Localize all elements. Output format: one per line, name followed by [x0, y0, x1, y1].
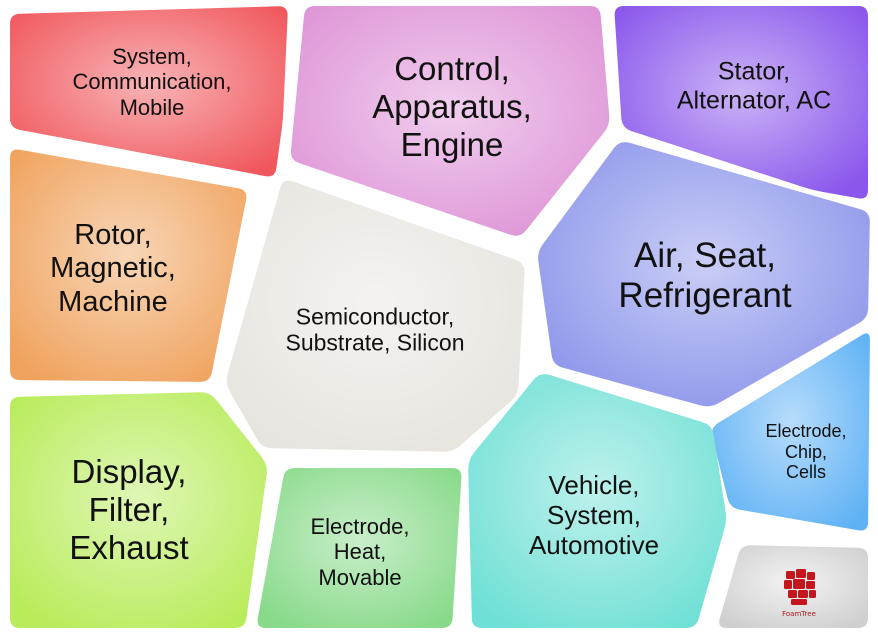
foamtree-logo-block [806, 581, 815, 589]
cell-label-line: Electrode, [310, 514, 409, 539]
foamtree-logo-block [798, 590, 808, 598]
cell-label-line: Air, Seat, [618, 236, 791, 276]
cell-label-semiconductor: Semiconductor,Substrate, Silicon [286, 304, 465, 357]
cell-label-line: Filter, [69, 491, 188, 529]
cell-label-control: Control,Apparatus,Engine [372, 50, 532, 164]
foamtree-logo-block [786, 571, 795, 579]
foamtree-logo-block [791, 599, 807, 605]
cell-label-line: Refrigerant [618, 276, 791, 316]
cell-label-line: Movable [310, 565, 409, 590]
cell-label-line: Stator, [677, 57, 831, 86]
foamtree-logo-text: FoamTree [782, 610, 816, 618]
cell-label-air: Air, Seat,Refrigerant [618, 236, 791, 317]
cell-label-line: Rotor, [50, 219, 176, 252]
cell-label-line: Exhaust [69, 529, 188, 567]
cell-label-line: Engine [372, 126, 532, 164]
cell-label-vehicle: Vehicle,System,Automotive [529, 471, 659, 561]
cell-label-line: Substrate, Silicon [286, 330, 465, 356]
cell-label-line: System, [529, 501, 659, 531]
foamtree-logo-block [784, 580, 792, 589]
cell-label-line: Automotive [529, 531, 659, 561]
cell-label-line: Apparatus, [372, 88, 532, 126]
cell-label-line: System, [73, 44, 232, 69]
foamtree-logo-block [788, 590, 797, 598]
cell-label-line: Communication, [73, 69, 232, 94]
foamtree-logo-block [807, 572, 815, 580]
cell-label-line: Control, [372, 50, 532, 88]
cell-label-line: Semiconductor, [286, 304, 465, 330]
cell-label-line: Electrode, [765, 421, 846, 442]
cell-label-line: Display, [69, 453, 188, 491]
cell-label-electrode-chip: Electrode,Chip,Cells [765, 421, 846, 483]
cell-label-electrode-heat: Electrode,Heat,Movable [310, 514, 409, 590]
cell-label-stator: Stator,Alternator, AC [677, 57, 831, 115]
foamtree-logo-block [796, 569, 806, 578]
cell-label-line: Chip, [765, 442, 846, 463]
cell-label-line: Vehicle, [529, 471, 659, 501]
cell-label-rotor: Rotor,Magnetic,Machine [50, 219, 176, 319]
cell-label-line: Alternator, AC [677, 86, 831, 115]
cell-label-display: Display,Filter,Exhaust [69, 453, 188, 567]
cell-label-line: Heat, [310, 539, 409, 564]
foamtree-logo-block [793, 579, 805, 589]
cell-label-line: Machine [50, 286, 176, 319]
cell-label-line: Magnetic, [50, 252, 176, 285]
foamtree-logo-block [809, 590, 816, 598]
cell-label-system: System,Communication,Mobile [73, 44, 232, 120]
cell-label-line: Mobile [73, 95, 232, 120]
cell-label-line: Cells [765, 462, 846, 483]
